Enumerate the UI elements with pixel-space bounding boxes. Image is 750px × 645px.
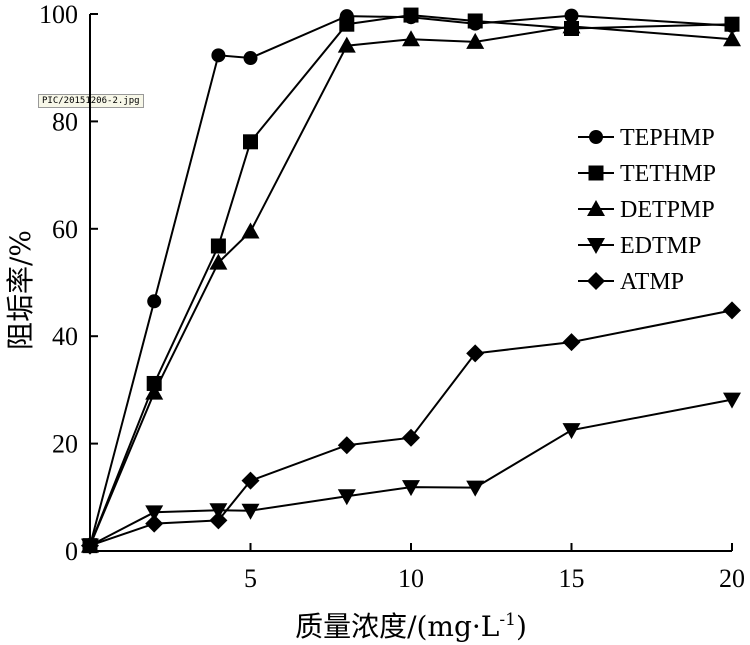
data-point-edtmp (723, 392, 741, 409)
legend-item-tephmp: TEPHMP (578, 125, 715, 151)
legend-item-detpmp: DETPMP (578, 197, 715, 223)
series-atmp (81, 301, 741, 555)
y-tick-label: 20 (52, 430, 78, 459)
data-point-tephmp (147, 294, 162, 309)
legend-item-atmp: ATMP (578, 269, 684, 295)
data-point-edtmp (402, 480, 420, 497)
x-axis-title-sup: -1 (499, 610, 516, 630)
data-point-tephmp (211, 48, 226, 63)
y-tick-label: 100 (39, 0, 78, 29)
legend-marker (587, 238, 605, 254)
data-point-atmp (241, 471, 260, 490)
legend-marker (587, 200, 605, 216)
legend-marker (587, 272, 605, 290)
data-point-atmp (562, 333, 581, 352)
data-point-tephmp (243, 51, 258, 66)
legend-item-edtmp: EDTMP (578, 233, 701, 259)
legend-marker (589, 130, 603, 144)
y-tick-label: 40 (52, 322, 78, 351)
series-edtmp (81, 392, 741, 555)
data-point-edtmp (241, 503, 260, 520)
data-point-edtmp (145, 505, 164, 522)
series-line-edtmp (89, 398, 733, 547)
x-tick-label: 10 (398, 564, 424, 593)
data-point-detpmp (723, 30, 741, 47)
data-point-tethmp (243, 134, 258, 150)
data-point-atmp (337, 436, 356, 455)
data-point-detpmp (241, 222, 260, 239)
data-point-tethmp (403, 7, 419, 23)
data-point-detpmp (466, 32, 485, 49)
data-point-tephmp (564, 8, 579, 23)
series-tethmp (82, 7, 740, 554)
data-point-edtmp (337, 489, 356, 506)
y-tick-label: 80 (52, 107, 78, 136)
y-axis-title: 阻垢率/% (4, 230, 37, 350)
data-point-edtmp (209, 503, 228, 520)
legend-label: DETPMP (620, 197, 715, 223)
data-point-edtmp (562, 423, 581, 440)
legend-label: ATMP (620, 269, 684, 295)
x-tick-label: 15 (559, 564, 585, 593)
legend-label: TETHMP (620, 161, 716, 187)
data-point-atmp (402, 428, 420, 447)
legend-label: EDTMP (620, 233, 701, 259)
data-point-atmp (81, 536, 99, 555)
x-axis-title-main: 质量浓度/(mg·L (295, 610, 499, 643)
legend-marker (588, 165, 604, 181)
data-point-tethmp (724, 16, 740, 32)
legend: TEPHMP TETHMP DETPMP EDTMP ATMP (578, 125, 716, 295)
y-tick-label: 0 (65, 537, 78, 566)
data-point-tethmp (210, 238, 226, 254)
data-point-atmp (723, 301, 741, 320)
x-tick-label: 20 (719, 564, 745, 593)
legend-item-tethmp: TETHMP (578, 161, 716, 187)
data-point-detpmp (562, 17, 581, 34)
y-tick-label: 60 (52, 215, 78, 244)
data-point-atmp (145, 514, 164, 533)
data-point-detpmp (337, 36, 356, 53)
data-point-atmp (209, 511, 228, 530)
axis-ticks: 0 20 40 60 80 100 5 10 15 20 (39, 0, 745, 593)
data-point-tethmp (339, 16, 355, 32)
legend-label: TEPHMP (620, 125, 715, 151)
x-axis-title: 质量浓度/(mg·L-1) (295, 610, 527, 643)
data-point-detpmp (209, 253, 228, 270)
x-axis-title-end: ) (516, 610, 527, 643)
series-layer (81, 7, 741, 555)
data-point-edtmp (466, 480, 485, 497)
data-point-tethmp (467, 13, 483, 29)
x-tick-label: 5 (244, 564, 257, 593)
data-point-atmp (466, 344, 485, 363)
data-point-detpmp (402, 30, 420, 47)
data-point-detpmp (145, 383, 164, 400)
